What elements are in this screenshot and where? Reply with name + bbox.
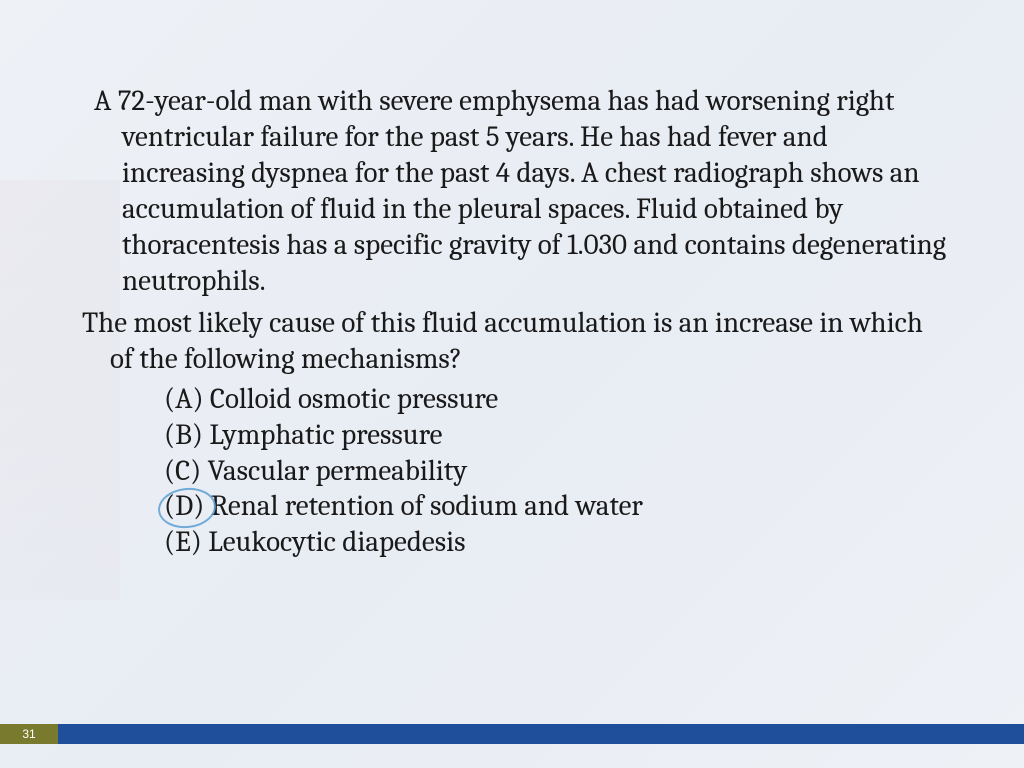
answer-options: (A) Colloid osmotic pressure (B) Lymphat… — [164, 382, 950, 562]
option-b: (B) Lymphatic pressure — [164, 418, 950, 454]
option-d-text: (D) Renal retention of sodium and water — [164, 490, 643, 523]
footer-accent-bar — [58, 724, 1024, 744]
slide-content: A 72-year-old man with severe emphysema … — [0, 0, 1024, 768]
question-stem: A 72-year-old man with severe emphysema … — [94, 84, 950, 300]
option-c: (C) Vascular permeability — [164, 454, 950, 490]
question-prompt: The most likely cause of this fluid accu… — [82, 306, 950, 378]
option-a: (A) Colloid osmotic pressure — [164, 382, 950, 418]
option-d: (D) Renal retention of sodium and water — [164, 489, 950, 525]
page-number: 31 — [0, 724, 58, 744]
option-e: (E) Leukocytic diapedesis — [164, 525, 950, 561]
footer-bar: 31 — [0, 724, 1024, 744]
